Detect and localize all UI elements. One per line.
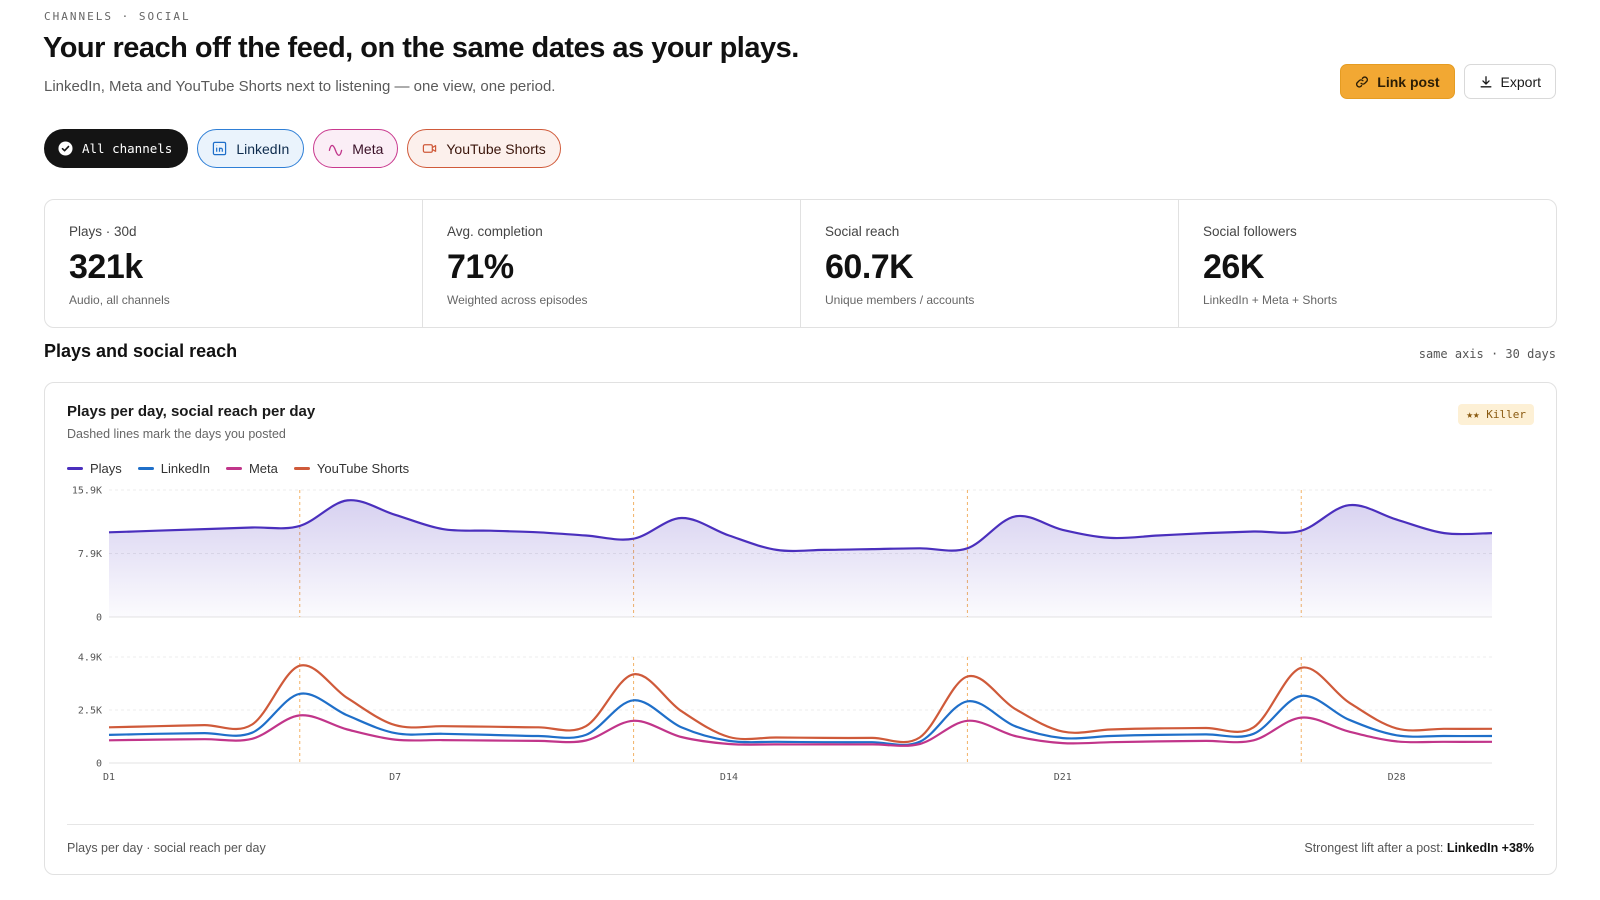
kpi-value: 26K — [1203, 248, 1264, 286]
legend-label: Meta — [248, 461, 278, 476]
killer-badge: ★★ Killer — [1458, 404, 1534, 425]
filter-all-label: All channels — [82, 141, 173, 156]
channel-filters: All channels LinkedIn Meta YouTube Short… — [44, 129, 561, 168]
series-line-youtube-shorts — [108, 664, 1493, 744]
kpi-social-reach: Social reach 60.7K Unique members / acco… — [801, 200, 1179, 327]
plays-area — [109, 500, 1492, 617]
series-line-meta — [108, 714, 1493, 747]
section-meta: same axis · 30 days — [1418, 347, 1556, 361]
filter-meta[interactable]: Meta — [313, 129, 399, 168]
filter-youtube-label: YouTube Shorts — [446, 140, 546, 157]
kpi-value: 321k — [69, 248, 143, 286]
legend-label: Plays — [90, 461, 122, 476]
filter-linkedin[interactable]: LinkedIn — [197, 129, 305, 168]
kpi-sub: Unique members / accounts — [825, 293, 975, 307]
chart-footer-caption: Plays per day · social reach per day — [67, 841, 266, 855]
video-icon — [423, 144, 437, 153]
legend-swatch — [293, 467, 310, 470]
x-tick-label: D28 — [1388, 772, 1406, 783]
kpi-sub: Weighted across episodes — [447, 293, 588, 307]
y-tick-label: 15.9K — [72, 486, 102, 497]
plays-social-chart: 0 7.9K 15.9K 0 2.5K 4.9K D1 D7 D14 D21 D28 — [72, 486, 1493, 783]
insight-value: LinkedIn +38% — [1446, 841, 1534, 855]
chart-title: Plays per day, social reach per day — [67, 403, 316, 420]
chart-subtitle: Dashed lines mark the days you posted — [67, 427, 286, 441]
chart-legend: Plays LinkedIn Meta YouTube Shorts — [67, 461, 409, 476]
x-tick-label: D7 — [389, 772, 401, 783]
y-tick-label: 4.9K — [78, 653, 102, 664]
kpi-value: 60.7K — [825, 248, 914, 286]
y-tick-label: 0 — [96, 759, 102, 770]
filter-youtube-shorts[interactable]: YouTube Shorts — [407, 129, 561, 168]
y-tick-label: 2.5K — [78, 706, 102, 717]
link-post-button[interactable]: Link post — [1340, 64, 1455, 99]
page-eyebrow: CHANNELS · SOCIAL — [44, 10, 191, 23]
legend-meta[interactable]: Meta — [225, 461, 278, 476]
chart-card: Plays per day, social reach per day Dash… — [44, 382, 1557, 875]
kpi-sub: LinkedIn + Meta + Shorts — [1203, 293, 1338, 307]
legend-youtube-shorts[interactable]: YouTube Shorts — [293, 461, 410, 476]
legend-label: LinkedIn — [160, 461, 210, 476]
kpi-social-followers: Social followers 26K LinkedIn + Meta + S… — [1179, 200, 1556, 327]
section-title: Plays and social reach — [44, 341, 238, 361]
kpi-label: Plays · 30d — [69, 224, 137, 239]
check-circle-icon — [58, 141, 73, 156]
kpi-label: Avg. completion — [447, 224, 543, 239]
y-tick-label: 0 — [96, 613, 102, 624]
chart-footer-insight: Strongest lift after a post: LinkedIn +3… — [1304, 841, 1534, 855]
legend-label: YouTube Shorts — [316, 461, 410, 476]
legend-swatch — [137, 467, 154, 470]
header-actions: Link post Export — [1340, 64, 1556, 99]
x-tick-label: D14 — [720, 772, 738, 783]
page-subtitle: LinkedIn, Meta and YouTube Shorts next t… — [44, 78, 556, 95]
series-line-linkedin — [108, 692, 1493, 747]
series-line-plays — [108, 499, 1493, 553]
export-label: Export — [1500, 73, 1541, 90]
export-button[interactable]: Export — [1463, 64, 1556, 99]
kpi-strip: Plays · 30d 321k Audio, all channels Avg… — [44, 199, 1557, 328]
card-divider — [67, 824, 1534, 825]
kpi-label: Social followers — [1203, 224, 1297, 239]
kpi-value: 71% — [447, 248, 514, 286]
filter-all-channels[interactable]: All channels — [44, 129, 189, 168]
linkedin-icon — [213, 141, 227, 156]
link-post-label: Link post — [1377, 73, 1440, 90]
download-icon — [1480, 75, 1491, 87]
legend-linkedin[interactable]: LinkedIn — [137, 461, 210, 476]
page-title: Your reach off the feed, on the same dat… — [43, 32, 799, 64]
kpi-label: Social reach — [825, 224, 900, 239]
kpi-plays: Plays · 30d 321k Audio, all channels — [45, 200, 423, 327]
y-tick-label: 7.9K — [78, 549, 102, 560]
meta-icon — [329, 144, 343, 156]
kpi-sub: Audio, all channels — [69, 293, 170, 307]
legend-plays[interactable]: Plays — [67, 461, 122, 476]
insight-prefix: Strongest lift after a post: — [1304, 841, 1444, 855]
kpi-completion: Avg. completion 71% Weighted across epis… — [423, 200, 801, 327]
link-icon — [1356, 75, 1369, 88]
filter-meta-label: Meta — [352, 140, 384, 157]
x-tick-label: D1 — [103, 772, 115, 783]
x-tick-label: D21 — [1054, 772, 1072, 783]
legend-swatch — [67, 467, 83, 470]
filter-linkedin-label: LinkedIn — [236, 140, 290, 157]
legend-swatch — [225, 467, 242, 470]
